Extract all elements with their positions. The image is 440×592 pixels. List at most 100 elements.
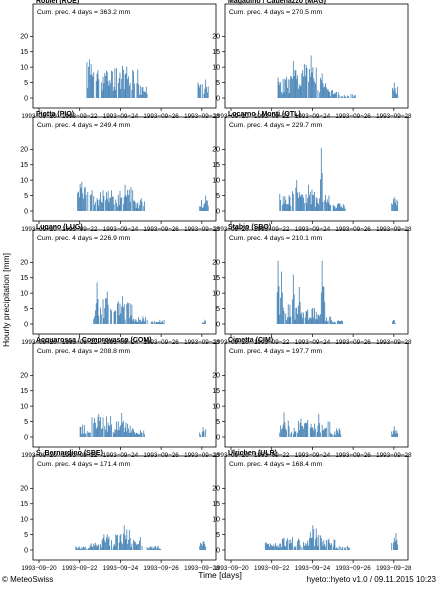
bar — [203, 322, 205, 324]
bar — [340, 546, 342, 550]
bar — [198, 84, 200, 98]
bar — [309, 317, 310, 324]
bar — [283, 412, 285, 437]
bar — [395, 533, 397, 550]
bar — [272, 546, 274, 550]
bar — [281, 91, 282, 98]
bar — [199, 546, 201, 550]
y-tick-label: 15 — [212, 501, 220, 508]
bar — [204, 203, 206, 211]
bar — [331, 434, 333, 437]
bar — [123, 304, 125, 324]
bar — [289, 304, 291, 324]
bar — [310, 538, 312, 550]
bar — [83, 425, 85, 437]
x-tick-label: 1993−09−20 — [213, 226, 249, 233]
bar — [163, 319, 165, 324]
bar — [206, 200, 208, 211]
bar — [311, 72, 313, 98]
bar — [296, 307, 298, 324]
bar — [342, 207, 343, 211]
bar — [305, 545, 307, 550]
bar — [78, 546, 80, 550]
bar — [338, 95, 340, 98]
bar — [124, 427, 126, 437]
bar — [107, 422, 109, 437]
bar — [283, 537, 285, 550]
bar — [298, 539, 300, 550]
bar — [154, 320, 156, 324]
bar — [311, 309, 313, 324]
bar — [106, 431, 108, 437]
panel-9: S. Bernardino (SBE) Cum. prec. 4 days = 1… — [20, 450, 220, 572]
bar — [80, 426, 82, 437]
bar — [314, 81, 315, 98]
bar — [106, 72, 108, 98]
bar — [269, 546, 271, 550]
bar — [348, 547, 349, 550]
bar — [290, 316, 292, 324]
bar — [333, 94, 335, 98]
bar — [112, 90, 114, 98]
bar — [286, 87, 288, 98]
bar — [395, 199, 397, 211]
bar — [131, 304, 133, 324]
bar — [393, 197, 395, 212]
bar — [87, 87, 89, 98]
bar — [91, 546, 93, 550]
bar — [307, 540, 309, 550]
bar — [78, 191, 79, 211]
panel-note: Cum. prec. 4 days = 229.7 mm — [229, 122, 322, 129]
bar — [339, 430, 341, 437]
x-tick-label: 1993−09−22 — [254, 339, 290, 346]
bar — [292, 78, 293, 98]
bar — [394, 202, 396, 211]
bar — [100, 314, 102, 324]
bar — [318, 314, 320, 324]
bar — [331, 320, 332, 324]
y-tick-label: 20 — [212, 260, 220, 267]
bar — [156, 546, 158, 550]
bar — [81, 546, 83, 550]
bar — [289, 197, 291, 211]
bar — [89, 195, 91, 211]
bar — [313, 430, 315, 437]
bar — [326, 89, 328, 98]
bar — [156, 321, 157, 324]
bar — [347, 545, 349, 550]
bar — [329, 421, 331, 437]
bar — [300, 196, 302, 211]
bar — [115, 310, 117, 324]
bar — [134, 319, 136, 324]
bar — [131, 543, 133, 550]
bar — [312, 525, 314, 550]
bar — [318, 204, 320, 211]
bar — [201, 322, 203, 324]
x-tick-label: 1993−09−22 — [62, 452, 98, 459]
bar — [337, 204, 338, 211]
x-tick-label: 1993−09−22 — [254, 113, 290, 120]
bar — [325, 427, 327, 437]
bar — [83, 188, 85, 211]
bar — [392, 434, 393, 437]
bar — [319, 316, 321, 324]
bar — [293, 546, 295, 550]
bar — [297, 314, 298, 324]
bar — [392, 90, 394, 98]
bar — [97, 416, 99, 437]
bar — [141, 545, 143, 550]
bar — [105, 200, 106, 211]
bar — [310, 423, 312, 437]
y-tick-label: 0 — [24, 208, 28, 215]
bar — [306, 67, 308, 98]
y-tick-label: 0 — [216, 434, 220, 441]
bar — [310, 204, 312, 211]
bar — [276, 546, 278, 550]
bar — [133, 71, 134, 98]
bar — [98, 205, 100, 211]
bar — [336, 428, 338, 437]
bar — [128, 194, 129, 211]
bar — [330, 96, 332, 98]
x-tick-label: 1993−09−28 — [376, 565, 412, 572]
bar — [101, 428, 103, 437]
